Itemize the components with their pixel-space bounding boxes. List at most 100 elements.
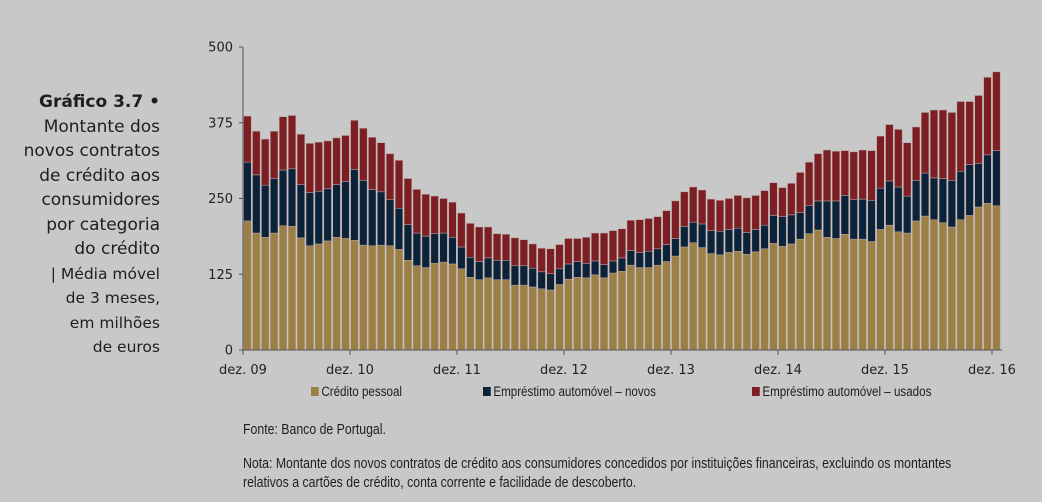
bar-automovel-usados <box>279 116 288 171</box>
bar-automovel-novos <box>929 177 939 220</box>
bar-automovel-usados <box>929 109 939 179</box>
bar-automovel-usados <box>314 141 323 192</box>
bar-automovel-novos <box>805 205 814 234</box>
bar-automovel-usados <box>608 230 618 262</box>
bar-automovel-usados <box>787 183 796 216</box>
bar-credito-pessoal <box>938 222 947 351</box>
bar-automovel-usados <box>501 234 511 261</box>
bar-credito-pessoal <box>394 249 404 351</box>
legend-swatch <box>311 387 319 396</box>
bar-automovel-usados <box>287 115 297 170</box>
bar-automovel-usados <box>760 190 769 226</box>
x-tick-label: dez. 11 <box>433 363 481 378</box>
bar-automovel-usados <box>600 232 609 265</box>
bar-automovel-usados <box>662 210 671 245</box>
bar-credito-pessoal <box>582 277 591 351</box>
bar-automovel-novos <box>421 235 430 268</box>
bar-automovel-usados <box>252 130 261 176</box>
bar-automovel-novos <box>475 261 484 280</box>
bar-credito-pessoal <box>831 238 840 351</box>
bar-credito-pessoal <box>510 284 519 351</box>
bar-automovel-usados <box>956 101 965 172</box>
bar-credito-pessoal <box>591 274 600 351</box>
bar-automovel-usados <box>573 238 582 262</box>
bar-credito-pessoal <box>546 289 555 351</box>
bar-automovel-usados <box>519 239 528 267</box>
bar-credito-pessoal <box>279 225 288 351</box>
bar-credito-pessoal <box>921 215 930 351</box>
bar-automovel-novos <box>332 184 341 238</box>
bar-automovel-novos <box>564 263 573 280</box>
bar-automovel-novos <box>484 257 493 279</box>
bar-automovel-novos <box>635 252 644 268</box>
bar-credito-pessoal <box>876 229 885 351</box>
bar-automovel-usados <box>403 178 412 225</box>
x-tick-label: dez. 16 <box>968 363 1016 378</box>
bar-automovel-usados <box>831 150 840 202</box>
bar-automovel-usados <box>359 127 368 181</box>
x-tick-label: dez. 13 <box>647 363 695 378</box>
bar-automovel-novos <box>876 187 885 230</box>
bar-automovel-usados <box>386 153 395 200</box>
bar-automovel-usados <box>261 138 270 186</box>
bar-credito-pessoal <box>903 232 912 351</box>
footnote-line: Nota: Montante dos novos contratos de cr… <box>243 455 952 472</box>
bar-credito-pessoal <box>386 245 395 351</box>
y-tick-label: 500 <box>208 41 233 56</box>
chart-title-line: novos contratos <box>23 141 160 161</box>
bar-automovel-novos <box>279 169 288 227</box>
bar-automovel-usados <box>983 77 992 156</box>
bar-credito-pessoal <box>368 245 377 351</box>
bar-automovel-usados <box>778 187 787 217</box>
bar-credito-pessoal <box>787 243 796 351</box>
bar-automovel-novos <box>840 195 849 235</box>
bar-automovel-novos <box>965 164 974 216</box>
bar-credito-pessoal <box>662 261 671 351</box>
legend-label: Empréstimo automóvel – novos <box>493 384 656 399</box>
bar-automovel-usados <box>430 195 439 234</box>
bar-credito-pessoal <box>528 286 537 351</box>
bar-automovel-novos <box>698 223 707 248</box>
bar-credito-pessoal <box>430 263 439 351</box>
bar-automovel-usados <box>555 244 564 270</box>
bar-automovel-novos <box>555 268 564 285</box>
bar-automovel-usados <box>305 143 314 193</box>
bar-automovel-usados <box>876 135 885 189</box>
bar-credito-pessoal <box>769 243 778 351</box>
bar-automovel-novos <box>582 263 591 279</box>
bar-credito-pessoal <box>929 219 939 351</box>
bar-automovel-novos <box>412 232 421 267</box>
bar-automovel-usados <box>484 226 493 259</box>
bar-automovel-novos <box>822 200 832 238</box>
bar-automovel-usados <box>912 126 921 181</box>
bar-automovel-usados <box>528 243 537 269</box>
bar-credito-pessoal <box>252 232 261 351</box>
y-tick-label: 0 <box>225 344 233 359</box>
bar-credito-pessoal <box>956 219 965 351</box>
x-tick-label: dez. 09 <box>219 363 267 378</box>
legend-label: Crédito pessoal <box>321 384 402 399</box>
bar-credito-pessoal <box>573 277 582 351</box>
bar-credito-pessoal <box>974 206 983 351</box>
bar-credito-pessoal <box>475 279 484 351</box>
bar-automovel-novos <box>849 199 858 240</box>
bar-automovel-usados <box>546 248 555 274</box>
bar-automovel-novos <box>501 260 511 280</box>
bar-automovel-usados <box>412 189 421 234</box>
bar-automovel-novos <box>573 261 582 278</box>
bar-automovel-novos <box>912 180 921 222</box>
bar-automovel-novos <box>742 232 751 255</box>
chart-title-line: por categoria <box>46 214 160 235</box>
bar-automovel-novos <box>760 224 769 250</box>
y-tick-label: 125 <box>208 268 233 283</box>
bar-credito-pessoal <box>537 288 546 351</box>
bar-automovel-novos <box>457 246 466 270</box>
bar-credito-pessoal <box>858 238 867 351</box>
bar-automovel-novos <box>591 260 600 276</box>
bar-automovel-novos <box>680 226 689 248</box>
x-tick-label: dez. 10 <box>326 363 374 378</box>
bar-credito-pessoal <box>484 277 493 351</box>
bar-automovel-usados <box>822 149 832 202</box>
bar-credito-pessoal <box>814 229 823 351</box>
bar-credito-pessoal <box>822 237 832 351</box>
